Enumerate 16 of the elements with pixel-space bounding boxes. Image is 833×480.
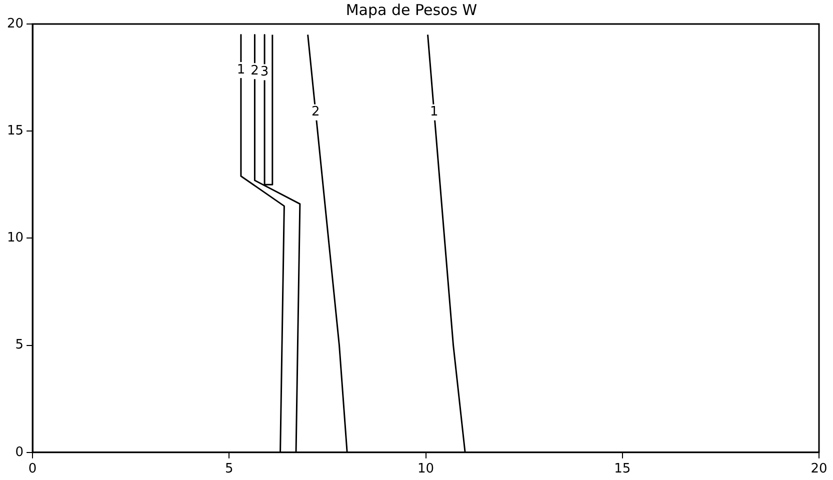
- y-tick-label: 5: [15, 338, 24, 353]
- series-label: 2: [312, 104, 320, 120]
- y-tick-label: 10: [6, 230, 24, 246]
- y-tick-label: 20: [6, 16, 24, 32]
- x-tick-label: 15: [614, 462, 631, 477]
- series-label: 1: [236, 62, 246, 78]
- y-tick-label: 0: [15, 444, 24, 460]
- x-tick-label: 0: [28, 462, 37, 477]
- x-tick-label: 20: [810, 462, 828, 477]
- x-tick-label: 5: [225, 462, 234, 477]
- series-label: 1: [430, 104, 438, 120]
- series-label: 2: [250, 64, 259, 78]
- x-tick-label: 10: [418, 462, 434, 477]
- chart-title: Mapa de Pesos W: [346, 0, 478, 19]
- y-tick-label: 15: [6, 123, 24, 138]
- series-label: 3: [260, 64, 269, 80]
